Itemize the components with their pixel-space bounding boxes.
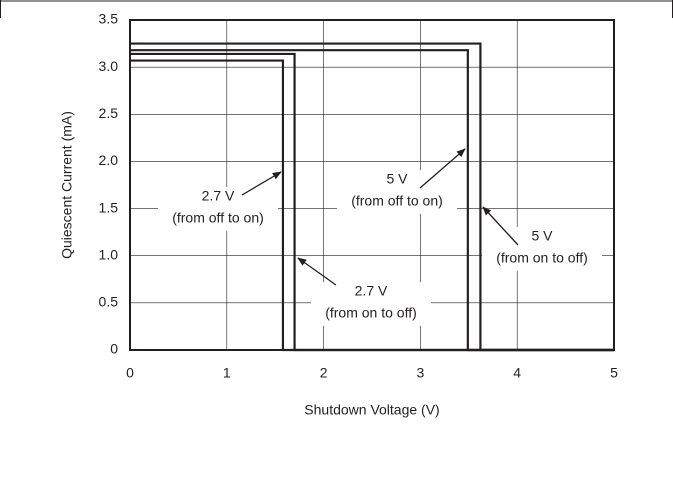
x-tick-label: 4 — [513, 365, 521, 381]
y-axis-label: Quiescent Current (mA) — [59, 111, 75, 259]
y-tick-label: 0.5 — [99, 294, 119, 310]
y-tick-label: 2.5 — [99, 105, 119, 121]
annotation-background — [337, 170, 457, 214]
y-tick-label: 3.0 — [99, 58, 119, 74]
x-tick-label: 3 — [417, 365, 425, 381]
annotation: (from on to off) — [325, 305, 417, 321]
x-tick-label: 1 — [223, 365, 231, 381]
annotation-background — [158, 187, 278, 231]
annotation: (from off to on) — [351, 193, 443, 209]
annotation: 5 V — [386, 171, 408, 187]
annotation-arrow — [297, 257, 337, 286]
annotation: (from on to off) — [496, 250, 588, 266]
annotation-background — [482, 227, 602, 271]
annotation: (from off to on) — [172, 210, 264, 226]
x-tick-label: 5 — [610, 365, 618, 381]
y-tick-label: 1.5 — [99, 199, 119, 215]
annotation-arrow — [419, 148, 466, 189]
x-axis-label: Shutdown Voltage (V) — [304, 402, 439, 418]
annotation-arrow — [482, 206, 519, 246]
x-tick-label: 0 — [126, 365, 134, 381]
x-tick-label: 2 — [320, 365, 328, 381]
annotation-arrow — [241, 171, 282, 196]
y-tick-label: 0 — [110, 341, 118, 357]
annotation-background — [311, 282, 431, 326]
y-tick-label: 1.0 — [99, 246, 119, 262]
y-tick-label: 3.5 — [99, 11, 119, 27]
annotation: 2.7 V — [202, 188, 235, 204]
annotation: 2.7 V — [355, 283, 388, 299]
y-tick-label: 2.0 — [99, 152, 119, 168]
plot-frame — [129, 19, 615, 351]
annotation: 5 V — [531, 228, 553, 244]
